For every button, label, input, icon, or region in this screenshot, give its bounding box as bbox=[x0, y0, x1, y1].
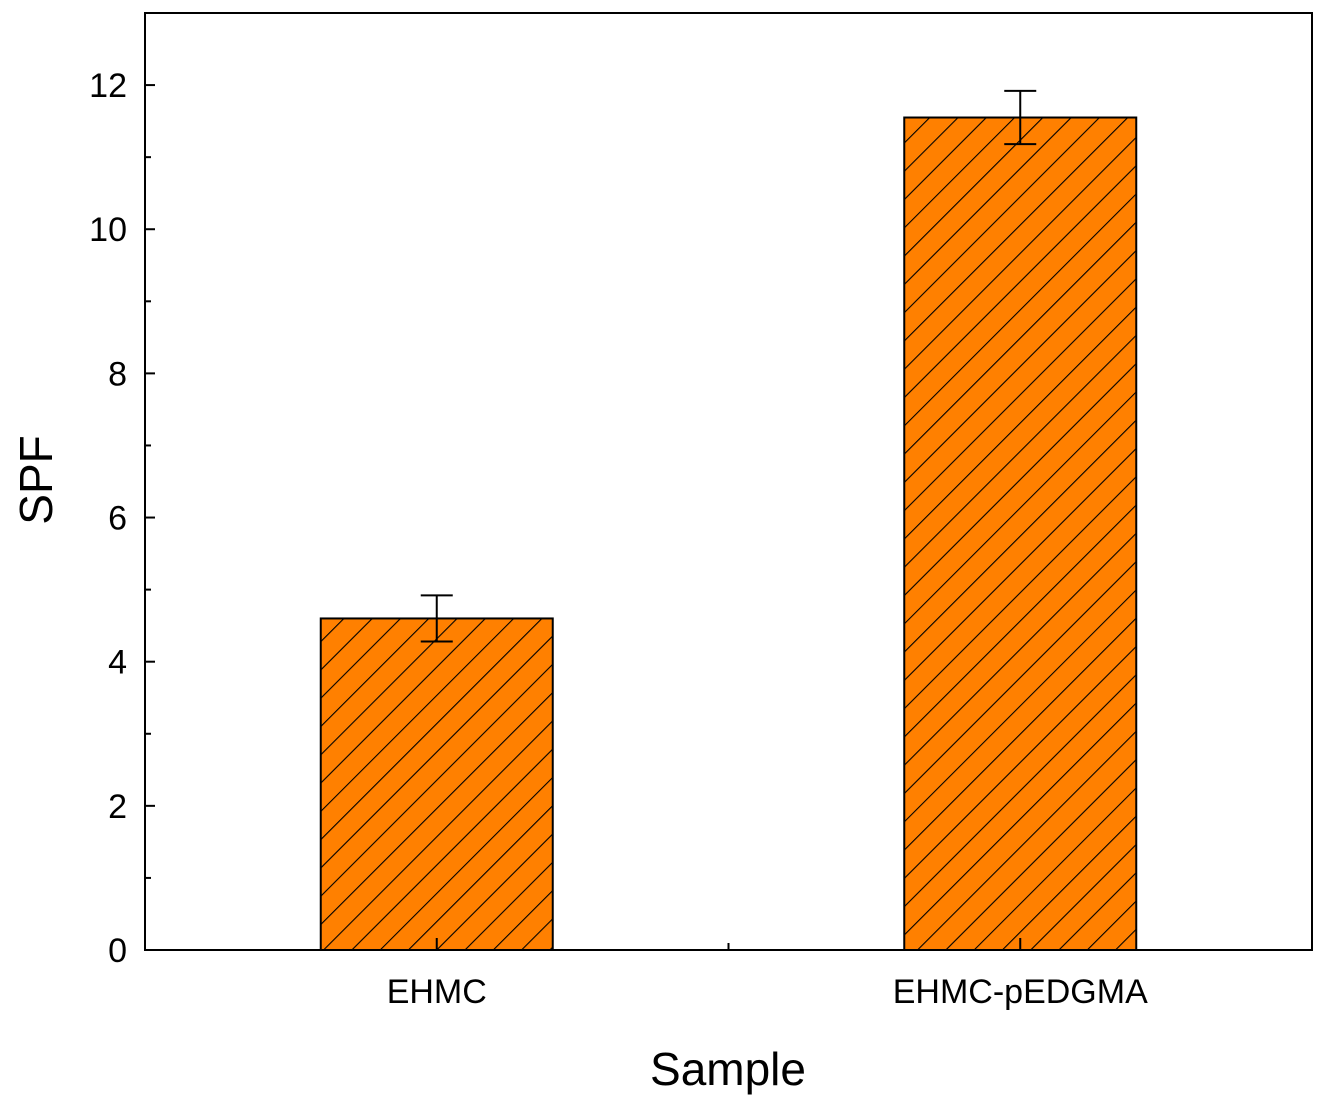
bar bbox=[903, 116, 1138, 951]
y-axis-title: SPF bbox=[10, 435, 62, 524]
y-tick-label: 12 bbox=[89, 67, 127, 105]
bar bbox=[319, 617, 554, 951]
y-tick-label: 4 bbox=[108, 644, 127, 682]
y-tick-label: 10 bbox=[89, 211, 127, 249]
y-tick-label: 2 bbox=[108, 788, 127, 826]
x-axis-title: Sample bbox=[650, 1043, 806, 1095]
plot-area: 0 2 4 6 8 10 12 EHMC EHMC-pEDGMA bbox=[89, 12, 1313, 1011]
x-tick-label: EHMC-pEDGMA bbox=[893, 973, 1148, 1011]
y-tick-label: 0 bbox=[108, 932, 127, 970]
x-tick-label: EHMC bbox=[387, 973, 487, 1011]
y-tick-label: 6 bbox=[108, 500, 127, 538]
y-tick-label: 8 bbox=[108, 355, 127, 393]
